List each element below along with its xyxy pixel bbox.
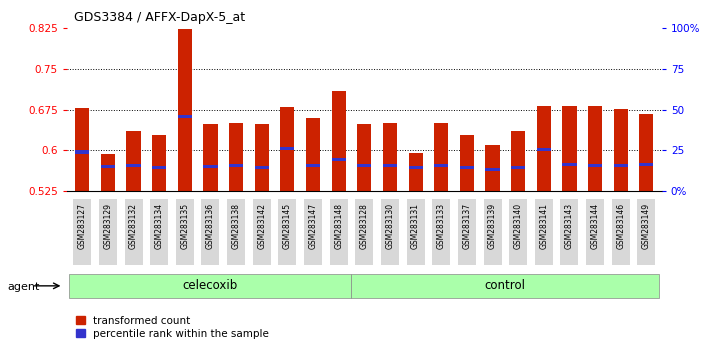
Bar — [152, 166, 166, 170]
Bar — [511, 131, 525, 191]
Text: GDS3384 / AFFX-DapX-5_at: GDS3384 / AFFX-DapX-5_at — [74, 11, 245, 24]
Text: GSM283144: GSM283144 — [591, 203, 600, 249]
Bar — [306, 164, 320, 167]
Bar — [152, 135, 166, 191]
Bar — [101, 165, 115, 169]
FancyBboxPatch shape — [125, 199, 142, 265]
FancyBboxPatch shape — [560, 199, 579, 265]
Bar — [332, 158, 346, 161]
Text: GSM283148: GSM283148 — [334, 203, 343, 249]
Bar — [280, 107, 294, 191]
Text: GSM283139: GSM283139 — [488, 203, 497, 249]
Text: GSM283145: GSM283145 — [283, 203, 292, 249]
Bar — [588, 164, 602, 167]
Bar — [408, 166, 422, 170]
Bar — [383, 123, 397, 191]
Text: GSM283141: GSM283141 — [539, 203, 548, 249]
Text: GSM283143: GSM283143 — [565, 203, 574, 249]
FancyBboxPatch shape — [201, 199, 220, 265]
Bar — [588, 106, 602, 191]
Bar — [75, 150, 89, 154]
Text: GSM283137: GSM283137 — [463, 203, 472, 249]
Text: GSM283127: GSM283127 — [77, 203, 87, 249]
FancyBboxPatch shape — [484, 199, 501, 265]
Text: GSM283134: GSM283134 — [155, 203, 164, 249]
Bar — [127, 131, 141, 191]
Bar — [562, 106, 577, 191]
FancyBboxPatch shape — [407, 199, 425, 265]
Bar — [255, 166, 269, 170]
FancyBboxPatch shape — [586, 199, 604, 265]
FancyBboxPatch shape — [278, 199, 296, 265]
FancyBboxPatch shape — [432, 199, 451, 265]
FancyBboxPatch shape — [612, 199, 629, 265]
Bar — [434, 123, 448, 191]
FancyBboxPatch shape — [535, 199, 553, 265]
Text: GSM283129: GSM283129 — [103, 203, 113, 249]
Text: GSM283149: GSM283149 — [642, 203, 651, 249]
Bar — [203, 124, 218, 191]
Text: GSM283136: GSM283136 — [206, 203, 215, 249]
Bar — [75, 108, 89, 191]
Bar — [614, 109, 628, 191]
Text: GSM283132: GSM283132 — [129, 203, 138, 249]
FancyBboxPatch shape — [253, 199, 271, 265]
FancyBboxPatch shape — [227, 199, 245, 265]
Text: GSM283142: GSM283142 — [257, 203, 266, 249]
Bar — [357, 124, 372, 191]
Bar — [351, 274, 659, 298]
Bar — [383, 164, 397, 167]
Text: agent: agent — [7, 282, 39, 292]
Bar — [357, 164, 372, 167]
Bar — [229, 123, 243, 191]
Bar — [460, 166, 474, 170]
Bar — [434, 164, 448, 167]
Bar — [280, 147, 294, 150]
FancyBboxPatch shape — [176, 199, 194, 265]
Bar — [536, 148, 551, 151]
FancyBboxPatch shape — [509, 199, 527, 265]
Text: GSM283146: GSM283146 — [616, 203, 625, 249]
FancyBboxPatch shape — [150, 199, 168, 265]
Text: GSM283147: GSM283147 — [308, 203, 318, 249]
Bar — [178, 115, 192, 118]
Bar — [536, 107, 551, 191]
FancyBboxPatch shape — [99, 199, 117, 265]
Bar — [203, 165, 218, 169]
Bar — [511, 166, 525, 170]
FancyBboxPatch shape — [381, 199, 399, 265]
Legend: transformed count, percentile rank within the sample: transformed count, percentile rank withi… — [72, 312, 273, 343]
FancyBboxPatch shape — [304, 199, 322, 265]
Bar — [460, 135, 474, 191]
Bar — [639, 163, 653, 166]
Bar — [562, 163, 577, 166]
Bar — [614, 164, 628, 167]
Bar — [70, 274, 351, 298]
Text: GSM283138: GSM283138 — [232, 203, 241, 249]
Bar — [178, 29, 192, 191]
Bar — [332, 91, 346, 191]
FancyBboxPatch shape — [637, 199, 655, 265]
Bar — [408, 153, 422, 191]
Bar — [101, 154, 115, 191]
Bar — [229, 164, 243, 167]
Bar — [306, 118, 320, 191]
FancyBboxPatch shape — [356, 199, 373, 265]
Bar — [127, 164, 141, 167]
Bar — [639, 114, 653, 191]
Bar — [255, 124, 269, 191]
Bar — [486, 168, 500, 171]
FancyBboxPatch shape — [458, 199, 476, 265]
Text: GSM283140: GSM283140 — [514, 203, 522, 249]
FancyBboxPatch shape — [73, 199, 92, 265]
Text: GSM283133: GSM283133 — [436, 203, 446, 249]
Text: GSM283131: GSM283131 — [411, 203, 420, 249]
Text: control: control — [485, 279, 526, 292]
Text: GSM283135: GSM283135 — [180, 203, 189, 249]
FancyBboxPatch shape — [329, 199, 348, 265]
Text: celecoxib: celecoxib — [183, 279, 238, 292]
Text: GSM283128: GSM283128 — [360, 203, 369, 249]
Bar — [486, 145, 500, 191]
Text: GSM283130: GSM283130 — [386, 203, 394, 249]
